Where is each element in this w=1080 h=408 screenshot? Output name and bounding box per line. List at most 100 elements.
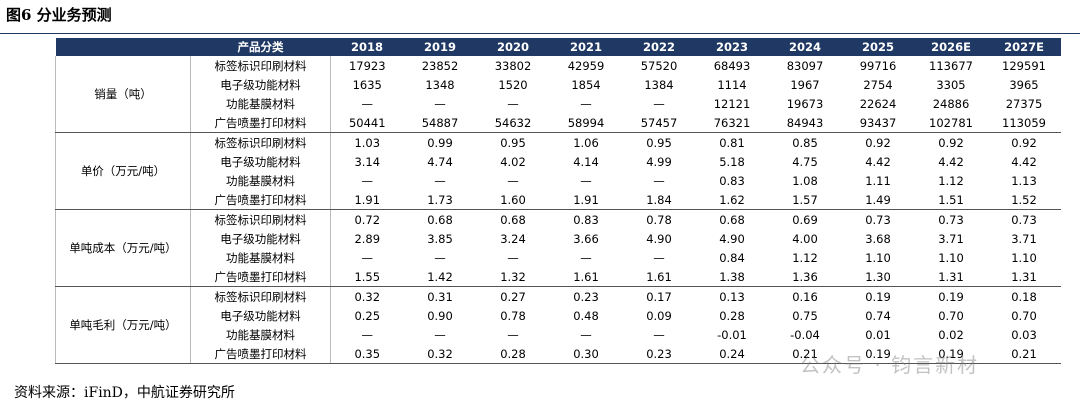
value-cell: 1.61 bbox=[622, 267, 696, 287]
value-cell: 0.24 bbox=[695, 344, 769, 364]
value-cell: 58994 bbox=[549, 113, 623, 133]
value-cell: 3965 bbox=[1009, 77, 1039, 92]
table-row: 单吨成本（万元/吨） 标签标识印刷材料 0.72 0.68 0.68 0.83 0.78 0.… bbox=[55, 209, 1061, 287]
value-cell: 23852 bbox=[421, 58, 459, 73]
value-cell: 0.19 bbox=[865, 289, 891, 304]
value-cell: 1.32 bbox=[476, 267, 550, 287]
value-cell: 42959 bbox=[567, 58, 605, 73]
value-cell: 0.83 bbox=[719, 173, 745, 188]
value-cell: — bbox=[653, 173, 665, 188]
value-cell: 83097 bbox=[786, 58, 824, 73]
header-cell: 2018 bbox=[330, 38, 404, 56]
value-cell: 0.18 bbox=[1011, 289, 1037, 304]
value-cell: 0.17 bbox=[646, 289, 672, 304]
value-cell: 0.21 bbox=[987, 344, 1061, 364]
value-cell: — bbox=[653, 250, 665, 265]
value-cell: 4.42 bbox=[938, 154, 964, 169]
group-label: 单吨毛利（万元/吨） bbox=[55, 286, 191, 364]
value-cell: 1.57 bbox=[768, 190, 842, 210]
value-cell: 0.13 bbox=[719, 289, 745, 304]
source-note: 资料来源：iFinD，中航证券研究所 bbox=[14, 385, 235, 401]
value-cell: 0.16 bbox=[792, 289, 818, 304]
value-cell: -0.01 bbox=[717, 327, 747, 342]
value-cell: 0.27 bbox=[500, 289, 526, 304]
header-cell: 2023 bbox=[695, 38, 769, 56]
value-cell: 1.08 bbox=[792, 173, 818, 188]
value-cell: 3.71 bbox=[938, 231, 964, 246]
product-name: 功能基膜材料 bbox=[190, 171, 331, 190]
value-cell: 0.83 bbox=[573, 212, 599, 227]
value-cell: 4.74 bbox=[427, 154, 453, 169]
value-cell: 1635 bbox=[352, 77, 382, 92]
value-cell: 1114 bbox=[717, 77, 747, 92]
value-cell: 0.99 bbox=[427, 135, 453, 150]
table-row: 电子级功能材料 3.14 4.74 4.02 4.14 4.99 5.18 4.75 4.42 4… bbox=[56, 152, 1061, 171]
value-cell: 3.14 bbox=[354, 154, 381, 169]
value-cell: 1.73 bbox=[403, 190, 477, 210]
header-row: 产品分类 2018 2019 2020 2021 2022 2023 2024 2025 2026… bbox=[55, 38, 1061, 56]
value-cell: 1520 bbox=[498, 77, 528, 92]
value-cell: 0.23 bbox=[573, 289, 599, 304]
value-cell: 1.13 bbox=[1011, 173, 1037, 188]
value-cell: 1854 bbox=[571, 77, 601, 92]
value-cell: 0.68 bbox=[500, 212, 526, 227]
value-cell: 0.32 bbox=[403, 344, 477, 364]
value-cell: 1967 bbox=[790, 77, 820, 92]
value-cell: 4.75 bbox=[792, 154, 818, 169]
table-row: 广告喷墨打印材料 1.91 1.73 1.60 1.91 1.84 1.62 1.57 1.49… bbox=[56, 190, 1061, 210]
value-cell: 99716 bbox=[859, 58, 897, 73]
table-row: 单吨毛利（万元/吨） 标签标识印刷材料 0.32 0.31 0.27 0.23 0.17 0.… bbox=[55, 286, 1061, 364]
value-cell: 0.84 bbox=[719, 250, 745, 265]
header-cell: 产品分类 bbox=[190, 38, 331, 56]
product-name: 功能基膜材料 bbox=[190, 248, 331, 267]
value-cell: 1.62 bbox=[695, 190, 769, 210]
table-row: 电子级功能材料 2.89 3.85 3.24 3.66 4.90 4.90 4.00 3.68 3… bbox=[56, 229, 1061, 248]
value-cell: 1.03 bbox=[354, 135, 381, 150]
value-cell: 0.70 bbox=[1011, 308, 1037, 323]
value-cell: 0.21 bbox=[768, 344, 842, 364]
value-cell: 0.30 bbox=[549, 344, 623, 364]
value-cell: 4.02 bbox=[500, 154, 526, 169]
table-row: 电子级功能材料 0.25 0.90 0.78 0.48 0.09 0.28 0.75 0.74 0… bbox=[56, 306, 1061, 325]
value-cell: 1.31 bbox=[914, 267, 988, 287]
figure-title: 图6 分业务预测 bbox=[6, 6, 112, 24]
value-cell: 0.92 bbox=[938, 135, 964, 150]
value-cell: 1.52 bbox=[987, 190, 1061, 210]
value-cell: 0.72 bbox=[354, 212, 381, 227]
value-cell: 1.12 bbox=[792, 250, 818, 265]
watermark: 公众号 · 钧言新材 bbox=[800, 353, 980, 377]
product-name: 功能基膜材料 bbox=[190, 94, 331, 113]
value-cell: 84943 bbox=[768, 113, 842, 133]
value-cell: 3305 bbox=[936, 77, 966, 92]
value-cell: 0.09 bbox=[646, 308, 672, 323]
value-cell: 27375 bbox=[1005, 96, 1043, 111]
value-cell: 0.32 bbox=[354, 289, 381, 304]
product-name: 功能基膜材料 bbox=[190, 325, 331, 344]
value-cell: 1.38 bbox=[695, 267, 769, 287]
value-cell: 4.90 bbox=[646, 231, 672, 246]
value-cell: 0.28 bbox=[719, 308, 745, 323]
value-cell: 1.55 bbox=[330, 267, 404, 287]
value-cell: 54887 bbox=[403, 113, 477, 133]
table-row: 广告喷墨打印材料 1.55 1.42 1.32 1.61 1.61 1.38 1.36 1.30… bbox=[56, 267, 1061, 287]
value-cell: 3.71 bbox=[1011, 231, 1037, 246]
value-cell: 0.19 bbox=[938, 289, 964, 304]
value-cell: 3.66 bbox=[573, 231, 599, 246]
value-cell: 4.42 bbox=[1011, 154, 1037, 169]
table-row: 电子级功能材料 1635 1348 1520 1854 1384 1114 1967 2754 3… bbox=[56, 75, 1061, 94]
value-cell: — bbox=[507, 250, 519, 265]
header-cell: 2026E bbox=[914, 38, 988, 56]
product-name: 标签标识印刷材料 bbox=[190, 56, 331, 75]
value-cell: — bbox=[653, 327, 665, 342]
value-cell: 0.19 bbox=[914, 344, 988, 364]
value-cell: — bbox=[507, 327, 519, 342]
value-cell: 1.51 bbox=[914, 190, 988, 210]
value-cell: — bbox=[653, 96, 665, 111]
table-row: 功能基膜材料 — — — — — -0.01 -0.04 0.01 0.02 0.03 bbox=[56, 325, 1061, 344]
value-cell: — bbox=[507, 173, 519, 188]
value-cell: 4.14 bbox=[573, 154, 599, 169]
value-cell: — bbox=[434, 96, 446, 111]
value-cell: 1348 bbox=[425, 77, 455, 92]
value-cell: — bbox=[580, 327, 592, 342]
value-cell: — bbox=[361, 96, 374, 111]
